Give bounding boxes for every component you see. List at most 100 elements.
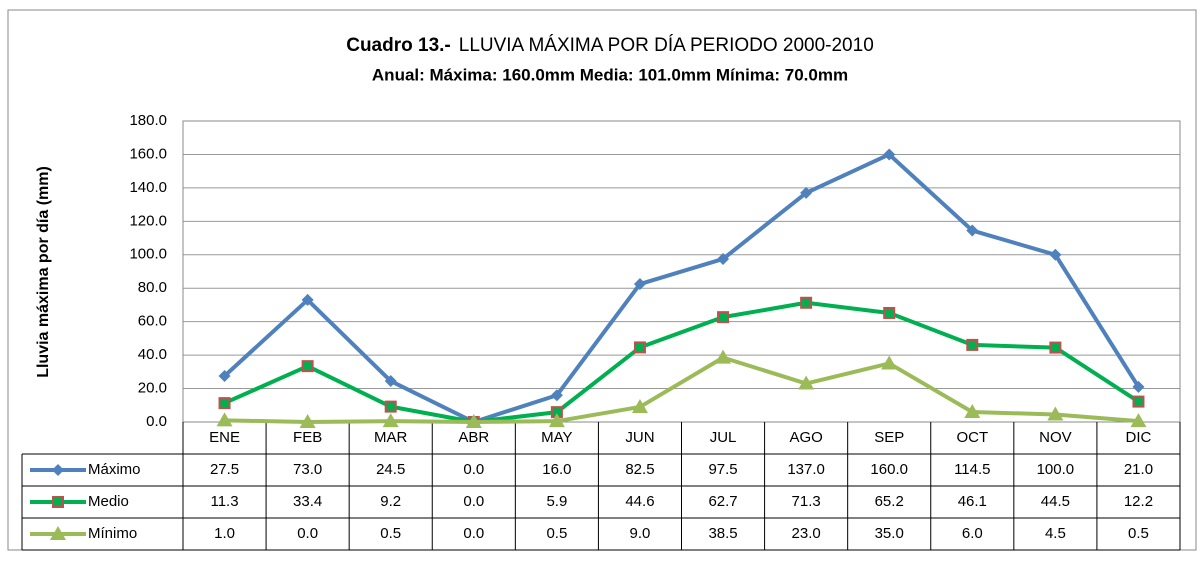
y-tick-label: 20.0: [138, 380, 167, 397]
y-tick-label: 120.0: [129, 212, 167, 229]
data-point: [301, 360, 314, 373]
chart-subtitle: Anual: Máxima: 160.0mm Media: 101.0mm Mí…: [372, 65, 848, 84]
table-value: 23.0: [792, 525, 821, 542]
y-tick-label: 80.0: [138, 279, 167, 296]
table-value: 16.0: [542, 461, 571, 478]
table-value: 73.0: [293, 461, 322, 478]
table-value: 27.5: [210, 461, 239, 478]
table-value: 44.5: [1041, 493, 1070, 510]
table-value: 0.0: [463, 525, 484, 542]
chart-frame: [7, 9, 1197, 551]
data-point: [881, 355, 898, 370]
x-tick-label: SEP: [874, 429, 904, 446]
data-point: [798, 375, 815, 390]
data-point: [717, 311, 730, 324]
data-point: [1047, 406, 1064, 421]
table-value: 0.0: [297, 525, 318, 542]
table-value: 1.0: [214, 525, 235, 542]
legend-marker: [52, 496, 64, 508]
table-value: 137.0: [787, 461, 825, 478]
data-point: [800, 296, 813, 309]
table-value: 82.5: [625, 461, 654, 478]
data-point: [216, 412, 233, 427]
data-point: [800, 186, 813, 199]
data-point: [384, 375, 397, 388]
table-value: 71.3: [792, 493, 821, 510]
table-value: 21.0: [1124, 461, 1153, 478]
y-tick-label: 160.0: [129, 145, 167, 162]
x-tick-label: DIC: [1126, 429, 1152, 446]
table-value: 35.0: [875, 525, 904, 542]
x-tick-label: JUL: [710, 429, 737, 446]
table-value: 46.1: [958, 493, 987, 510]
data-point: [382, 413, 399, 428]
x-tick-label: MAY: [541, 429, 572, 446]
data-point: [301, 293, 314, 306]
legend-marker: [50, 526, 66, 540]
legend-label: Máximo: [88, 461, 141, 478]
data-point: [966, 224, 979, 237]
table-value: 100.0: [1037, 461, 1075, 478]
y-tick-label: 40.0: [138, 346, 167, 363]
data-point: [883, 306, 896, 319]
x-tick-label: NOV: [1039, 429, 1072, 446]
x-tick-label: ENE: [209, 429, 240, 446]
table-value: 38.5: [708, 525, 737, 542]
table-value: 9.2: [380, 493, 401, 510]
x-tick-label: MAR: [374, 429, 408, 446]
table-value: 0.5: [380, 525, 401, 542]
table-value: 0.0: [463, 493, 484, 510]
y-tick-label: 60.0: [138, 313, 167, 330]
x-tick-label: JUN: [625, 429, 654, 446]
table-value: 0.5: [1128, 525, 1149, 542]
table-value: 5.9: [546, 493, 567, 510]
legend-marker: [52, 464, 64, 476]
data-point: [715, 349, 732, 364]
series-line: [223, 300, 1140, 424]
table-value: 44.6: [625, 493, 654, 510]
data-point: [883, 148, 896, 161]
data-point: [966, 338, 979, 351]
table-value: 62.7: [708, 493, 737, 510]
data-point: [465, 414, 482, 428]
x-tick-label: FEB: [293, 429, 322, 446]
data-point: [633, 278, 646, 291]
table-value: 6.0: [962, 525, 983, 542]
table-value: 160.0: [870, 461, 908, 478]
data-point: [1049, 248, 1062, 261]
x-tick-label: ABR: [458, 429, 489, 446]
data-point: [1130, 413, 1147, 428]
table-value: 65.2: [875, 493, 904, 510]
table-value: 0.0: [463, 461, 484, 478]
title-text: LLUVIA MÁXIMA POR DÍA PERIODO 2000-2010: [459, 35, 874, 56]
table-value: 33.4: [293, 493, 322, 510]
table-value: 9.0: [630, 525, 651, 542]
table-value: 0.5: [546, 525, 567, 542]
data-point: [218, 397, 231, 410]
x-tick-label: AGO: [789, 429, 822, 446]
x-tick-label: OCT: [956, 429, 988, 446]
data-point: [550, 389, 563, 402]
data-point: [548, 413, 565, 428]
data-point: [384, 400, 397, 413]
table-value: 4.5: [1045, 525, 1066, 542]
chart-title: Cuadro 13.- LLUVIA MÁXIMA POR DÍA PERIODO…: [346, 35, 874, 56]
data-point: [631, 398, 648, 413]
table-value: 97.5: [708, 461, 737, 478]
data-point: [633, 341, 646, 354]
y-axis-label: Lluvia máxima por día (mm): [35, 166, 52, 378]
table-value: 12.2: [1124, 493, 1153, 510]
data-point: [1132, 395, 1145, 408]
data-point: [299, 414, 316, 428]
title-prefix: Cuadro 13.-: [346, 35, 451, 56]
data-point: [1049, 341, 1062, 354]
legend-label: Medio: [88, 493, 129, 510]
y-tick-label: 180.0: [129, 112, 167, 129]
data-point: [964, 403, 981, 418]
y-tick-label: 140.0: [129, 179, 167, 196]
series-line: [224, 355, 1139, 424]
y-tick-label: 100.0: [129, 246, 167, 263]
data-point: [717, 252, 730, 265]
y-tick-label: 0.0: [146, 413, 167, 430]
